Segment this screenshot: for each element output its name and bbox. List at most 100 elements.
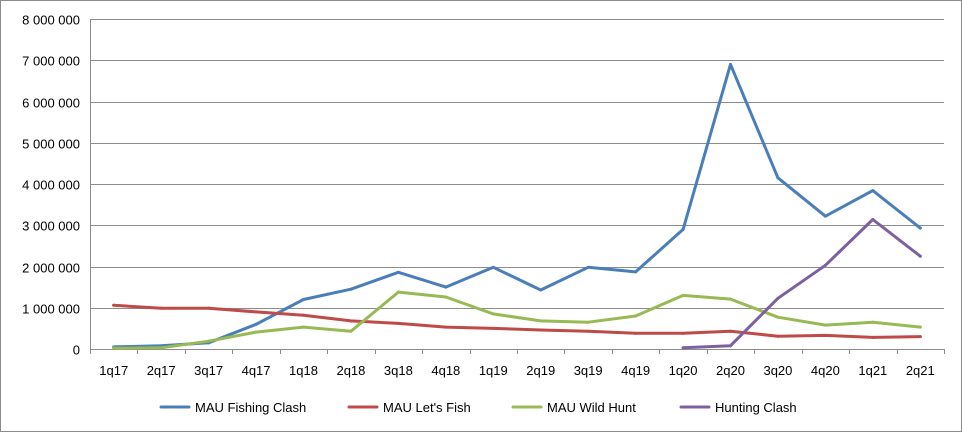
data-point [159,306,163,310]
legend-item: MAU Fishing Clash [159,400,306,415]
data-point [871,217,875,221]
data-point [254,330,258,334]
y-tick-label: 4 000 000 [22,178,80,193]
data-point [729,329,732,333]
x-axis: 1q17 2q17 3q17 4q17 1q18 2q18 3q18 4q18 1q19 2q19… [90,349,945,378]
data-point [776,334,780,338]
x-tick-label: 2q20 [716,363,745,378]
data-point [823,333,827,337]
x-tick-label: 4q20 [811,363,840,378]
data-point [823,263,827,267]
x-tick-label: 3q17 [194,363,223,378]
data-point [918,325,922,329]
data-point [302,298,305,301]
legend: MAU Fishing Clash MAU Let's Fish MAU Wild … [159,400,797,415]
data-point [776,296,780,300]
data-point [254,322,258,326]
x-tick-label: 1q19 [479,363,508,378]
x-tick-label: 4q17 [242,363,271,378]
data-point [681,346,685,350]
data-point [776,315,780,319]
y-tick-label: 1 000 000 [22,302,80,317]
x-tick-label: 2q17 [147,363,176,378]
x-tick-label: 1q18 [289,363,318,378]
x-tick-label: 4q18 [431,363,460,378]
series-line-1 [112,62,922,349]
data-point [112,346,116,350]
x-tick-label: 3q20 [763,363,792,378]
legend-item: MAU Wild Hunt [511,400,636,415]
data-point [349,329,353,333]
data-point [776,176,780,180]
y-tick-label: 8 000 000 [22,13,80,28]
series-lines [112,62,922,350]
data-point [207,339,211,343]
data-point [634,270,638,274]
x-tick-label: 1q21 [858,363,887,378]
data-point [871,335,875,339]
data-point [918,254,922,258]
y-tick-label: 0 [73,343,80,358]
data-point [396,321,400,325]
data-point [586,265,590,269]
data-point [491,312,495,316]
series-line-3 [112,290,922,350]
data-point [159,346,163,350]
data-point [444,295,448,299]
x-tick-label: 2q18 [336,363,365,378]
legend-item: MAU Let's Fish [347,400,471,415]
data-point [444,285,448,289]
data-point [302,325,305,329]
data-point [729,62,732,66]
series-line-4 [681,218,922,350]
data-point [823,214,827,218]
data-point [349,319,353,323]
data-point [491,265,495,269]
data-point [918,335,922,339]
y-tick-label: 2 000 000 [22,261,80,276]
data-point [396,270,400,274]
data-point [634,314,638,318]
data-point [396,290,400,294]
data-point [586,320,590,324]
data-point [823,323,827,327]
series-line-2 [112,303,922,339]
data-point [681,227,685,231]
data-point [539,288,543,292]
data-point [254,310,258,314]
data-point [681,331,685,335]
y-tick-label: 5 000 000 [22,137,80,152]
data-point [729,344,732,348]
x-tick-label: 1q20 [669,363,698,378]
x-tick-label: 2q21 [906,363,935,378]
legend-item: Hunting Clash [679,400,797,415]
data-point [112,303,116,307]
y-axis: 0 1 000 000 2 000 000 3 000 000 4 000 000 5 0… [22,13,91,358]
data-point [918,226,922,230]
data-point [871,189,875,193]
data-point [444,325,448,329]
legend-label: MAU Wild Hunt [547,400,636,415]
legend-label: MAU Fishing Clash [195,400,306,415]
x-tick-label: 3q19 [574,363,603,378]
data-point [681,293,685,297]
data-point [491,326,495,330]
x-tick-label: 3q18 [384,363,413,378]
data-point [586,329,590,333]
data-point [539,328,543,332]
gridlines [90,19,944,350]
x-tick-label: 4q19 [621,363,650,378]
y-tick-label: 7 000 000 [22,54,80,69]
y-tick-label: 6 000 000 [22,96,80,111]
x-tick-label: 2q19 [526,363,555,378]
y-tick-label: 3 000 000 [22,219,80,234]
data-point [634,331,638,335]
legend-label: MAU Let's Fish [383,400,471,415]
data-point [539,319,543,323]
data-point [871,320,875,324]
data-point [207,306,211,310]
legend-label: Hunting Clash [715,400,797,415]
data-point [302,313,305,317]
